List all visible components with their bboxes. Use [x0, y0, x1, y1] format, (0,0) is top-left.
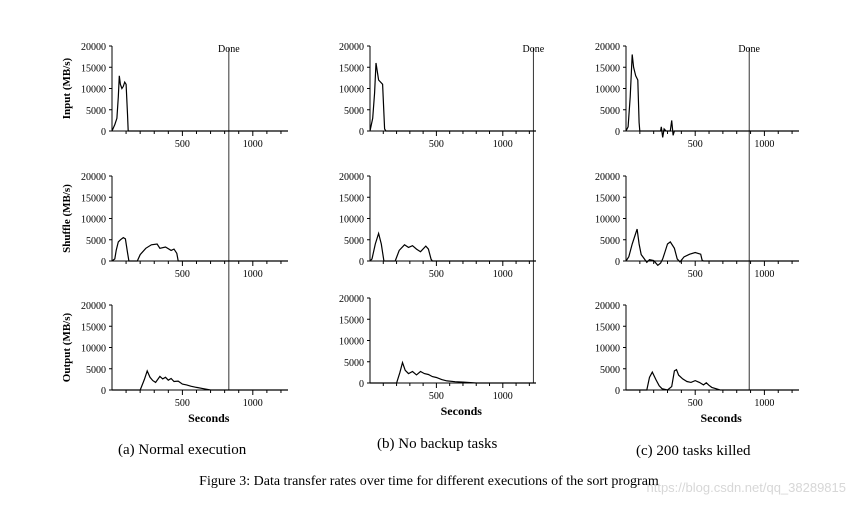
x-tick-label: 1000	[754, 269, 774, 280]
y-tick-label: 10000	[81, 215, 106, 226]
x-tick-label: 500	[175, 398, 190, 409]
x-tick-label: 1000	[243, 398, 263, 409]
x-axis-label: Seconds	[188, 411, 230, 425]
y-tick-label: 20000	[595, 42, 620, 53]
y-tick-label: 20000	[595, 172, 620, 183]
x-tick-label: 500	[429, 139, 444, 150]
y-tick-label: 10000	[595, 344, 620, 355]
y-tick-label: 15000	[339, 315, 364, 326]
y-tick-label: 15000	[339, 63, 364, 74]
x-tick-label: 500	[429, 391, 444, 402]
y-tick-label: 20000	[339, 172, 364, 183]
y-tick-label: 15000	[595, 322, 620, 333]
y-tick-label: 5000	[344, 236, 364, 247]
x-tick-label: 500	[688, 269, 703, 280]
y-tick-label: 5000	[600, 365, 620, 376]
y-tick-label: 0	[359, 379, 364, 390]
x-tick-label: 500	[688, 139, 703, 150]
x-tick-label: 1000	[754, 398, 774, 409]
series-line-input	[111, 75, 288, 132]
y-tick-label: 20000	[339, 294, 364, 305]
y-tick-label: 5000	[600, 236, 620, 247]
caption-normal-execution: (a) Normal execution	[118, 442, 247, 458]
series-line-output	[112, 369, 288, 391]
series-line-shuffle	[111, 236, 288, 262]
y-tick-label: 15000	[595, 193, 620, 204]
y-tick-label: 0	[101, 386, 106, 397]
x-axis-label: Seconds	[700, 411, 742, 425]
y-tick-label: 10000	[81, 344, 106, 355]
x-tick-label: 500	[429, 269, 444, 280]
y-tick-label: 15000	[81, 63, 106, 74]
x-tick-label: 1000	[493, 269, 513, 280]
y-tick-label: 10000	[595, 85, 620, 96]
y-axis-label: Shuffle (MB/s)	[61, 184, 73, 253]
y-tick-label: 15000	[595, 63, 620, 74]
y-tick-label: 5000	[344, 106, 364, 117]
y-tick-label: 0	[615, 257, 620, 268]
series-line-output	[626, 368, 799, 391]
y-tick-label: 0	[101, 127, 106, 138]
x-tick-label: 1000	[493, 391, 513, 402]
y-tick-label: 5000	[600, 106, 620, 117]
y-tick-label: 0	[615, 386, 620, 397]
x-tick-label: 1000	[754, 139, 774, 150]
watermark: https://blog.csdn.net/qq_38289815	[646, 480, 847, 495]
y-tick-label: 5000	[86, 365, 106, 376]
y-tick-label: 5000	[86, 236, 106, 247]
y-tick-label: 5000	[86, 106, 106, 117]
y-tick-label: 20000	[81, 172, 106, 183]
series-line-output	[370, 360, 536, 384]
y-tick-label: 0	[359, 257, 364, 268]
done-label: Done	[738, 44, 760, 55]
y-tick-label: 0	[359, 127, 364, 138]
y-tick-label: 20000	[339, 42, 364, 53]
y-tick-label: 0	[615, 127, 620, 138]
x-tick-label: 500	[688, 398, 703, 409]
y-tick-label: 20000	[81, 42, 106, 53]
y-tick-label: 5000	[344, 358, 364, 369]
y-tick-label: 10000	[81, 85, 106, 96]
series-line-shuffle	[625, 228, 799, 267]
y-tick-label: 10000	[339, 85, 364, 96]
y-tick-label: 10000	[339, 215, 364, 226]
x-tick-label: 1000	[243, 139, 263, 150]
y-tick-label: 10000	[339, 337, 364, 348]
figure-caption: Figure 3: Data transfer rates over time …	[199, 474, 659, 489]
y-axis-label: Input (MB/s)	[61, 57, 73, 119]
series-line-shuffle	[369, 231, 536, 262]
y-tick-label: 0	[101, 257, 106, 268]
y-tick-label: 15000	[81, 193, 106, 204]
x-tick-label: 1000	[493, 139, 513, 150]
y-axis-label: Output (MB/s)	[61, 312, 73, 382]
x-tick-label: 1000	[243, 269, 263, 280]
done-label: Done	[218, 44, 240, 55]
x-tick-label: 500	[175, 139, 190, 150]
y-tick-label: 20000	[81, 301, 106, 312]
y-tick-label: 20000	[595, 301, 620, 312]
y-tick-label: 15000	[81, 322, 106, 333]
caption-200-tasks-killed: (c) 200 tasks killed	[636, 443, 751, 459]
series-line-input	[625, 54, 799, 138]
caption-no-backup-tasks: (b) No backup tasks	[377, 436, 498, 452]
series-line-input	[369, 62, 536, 132]
y-tick-label: 15000	[339, 193, 364, 204]
y-tick-label: 10000	[595, 215, 620, 226]
done-label: Done	[523, 44, 545, 55]
x-tick-label: 500	[175, 269, 190, 280]
x-axis-label: Seconds	[441, 404, 483, 418]
